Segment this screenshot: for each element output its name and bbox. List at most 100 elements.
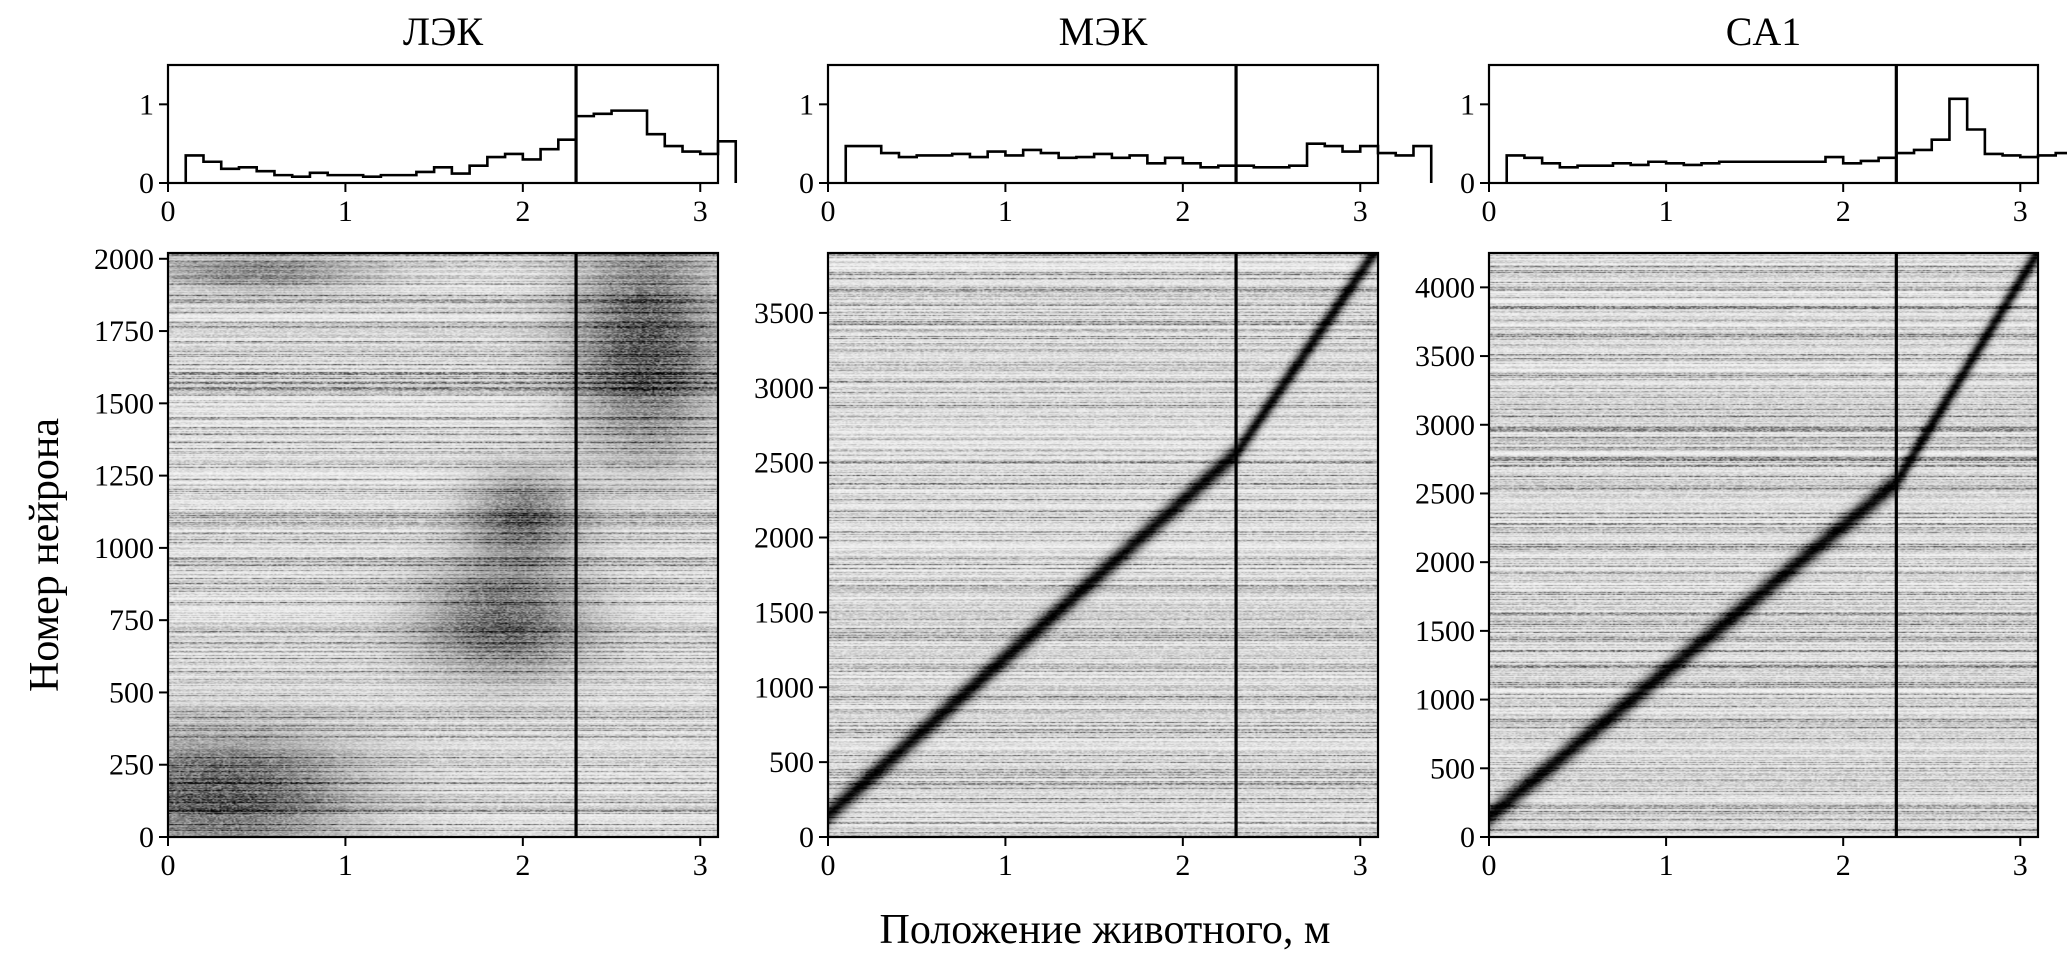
hist-bin-3-13	[1737, 162, 1755, 183]
hist-3-xtick-label-2: 2	[1836, 195, 1851, 228]
hist-bin-3-3	[1560, 167, 1578, 183]
heatmap-2-xtick-label-3: 3	[1353, 849, 1368, 882]
hist-bin-2-28	[1343, 152, 1361, 183]
hist-bin-1-16	[470, 166, 488, 183]
panel-title-2: МЭК	[1059, 9, 1148, 54]
hist-bin-2-19	[1183, 163, 1201, 183]
heatmap-3-ytick-label-2: 1000	[1415, 684, 1475, 717]
heatmap-2-ytick-label-1: 500	[769, 746, 814, 779]
heatmap-2-ytick-label-3: 1500	[754, 596, 814, 629]
hist-bin-1-0	[186, 155, 204, 183]
heatmap-3-ytick-label-6: 3000	[1415, 409, 1475, 442]
hist-bin-3-21	[1879, 158, 1897, 183]
hist-2-xtick-label-1: 1	[998, 195, 1013, 228]
hist-bin-2-14	[1094, 154, 1112, 183]
hist-bin-3-19	[1843, 163, 1861, 183]
histogram-outline-3	[1505, 97, 2067, 183]
hist-bin-2-24	[1272, 167, 1290, 183]
panels: ЛЭК 0 1 2 3 0 1 МЭК 0 1 2 3 0 1 CA1 0 1 2 3 0 1 0 1 2 3 0 250 500 75…	[94, 9, 2067, 882]
hist-bin-1-20	[541, 149, 559, 183]
hist-bin-2-29	[1360, 146, 1378, 183]
hist-bin-3-14	[1755, 162, 1773, 183]
hist-bin-3-16	[1790, 162, 1808, 183]
hist-bin-2-4	[917, 155, 935, 183]
hist-bin-1-2	[221, 169, 239, 183]
hist-2-ytick-label-0: 0	[799, 167, 814, 200]
hist-bin-3-6	[1613, 163, 1631, 183]
hist-bin-2-15	[1112, 158, 1130, 183]
heatmap-raster-2	[828, 253, 1378, 837]
shared-x-axis-label: Положение животного, м	[880, 907, 1331, 953]
hist-bin-3-11	[1702, 163, 1720, 183]
hist-bin-3-5	[1595, 166, 1613, 183]
hist-bin-1-11	[381, 175, 399, 183]
hist-bin-2-18	[1165, 158, 1183, 183]
hist-bin-1-7	[310, 173, 328, 183]
hist-bin-1-1	[203, 162, 221, 183]
hist-bin-2-7	[970, 157, 988, 183]
hist-bin-2-17	[1147, 163, 1165, 183]
heatmap-1-ytick-label-2: 500	[109, 676, 154, 709]
hist-bin-2-5	[934, 155, 952, 183]
hist-bin-1-3	[239, 167, 257, 183]
heatmap-2-ytick-label-0: 0	[799, 821, 814, 854]
hist-bin-2-27	[1325, 146, 1343, 183]
hist-bin-1-19	[523, 159, 541, 183]
hist-1-ytick-label-0: 0	[139, 167, 154, 200]
hist-bin-3-7	[1631, 165, 1649, 183]
hist-bin-1-30	[718, 141, 736, 183]
histogram-panel-2: МЭК 0 1 2 3 0 1	[799, 9, 1433, 228]
heatmap-1-ytick-label-0: 0	[139, 821, 154, 854]
panel-title-3: CA1	[1726, 9, 1802, 54]
hist-2-xtick-label-0: 0	[821, 195, 836, 228]
hist-bin-3-9	[1666, 163, 1684, 183]
hist-bin-2-31	[1396, 155, 1414, 183]
heatmap-panel-2: 0 1 2 3 0 500 1000 1500 2000 2500 3000 3500	[754, 251, 1380, 882]
heatmap-frame-3	[1487, 251, 2040, 839]
heatmap-frame-2	[826, 251, 1380, 839]
hist-bin-3-18	[1825, 157, 1843, 183]
hist-bin-1-14	[434, 167, 452, 183]
heatmap-1-xtick-label-3: 3	[693, 849, 708, 882]
heatmap-1-ytick-label-3: 750	[109, 604, 154, 637]
heatmap-2-ytick-label-7: 3500	[754, 297, 814, 330]
hist-bin-1-22	[576, 116, 594, 183]
hist-bin-2-16	[1130, 155, 1148, 183]
histogram-outline-1	[184, 109, 738, 183]
hist-bin-3-28	[2003, 155, 2021, 183]
hist-bin-2-9	[1005, 155, 1023, 183]
heatmap-3-xtick-label-2: 2	[1836, 849, 1851, 882]
hist-bin-2-25	[1289, 166, 1307, 183]
hist-1-xtick-label-0: 0	[161, 195, 176, 228]
heatmap-1-xtick-label-1: 1	[338, 849, 353, 882]
hist-frame-3	[1487, 63, 2040, 185]
heatmap-2-xtick-label-0: 0	[821, 849, 836, 882]
hist-bin-2-30	[1378, 153, 1396, 183]
hist-bin-1-15	[452, 174, 470, 183]
hist-bin-3-1	[1524, 158, 1542, 183]
hist-bin-2-32	[1413, 146, 1431, 183]
hist-bin-2-12	[1059, 158, 1077, 183]
heatmap-2-ytick-label-2: 1000	[754, 671, 814, 704]
hist-bin-2-2	[881, 153, 899, 183]
hist-bin-3-2	[1542, 163, 1560, 183]
heatmap-3-ytick-label-3: 1500	[1415, 615, 1475, 648]
heatmap-2-xtick-label-1: 1	[998, 849, 1013, 882]
hist-bin-1-13	[416, 172, 434, 183]
panel-title-1: ЛЭК	[403, 9, 484, 54]
heatmap-1-ytick-label-1: 250	[109, 749, 154, 782]
heatmap-panel-3: 0 1 2 3 0 500 1000 1500 2000 2500 3000 3500 4000	[1415, 251, 2040, 882]
heatmap-3-ytick-label-4: 2000	[1415, 546, 1475, 579]
heatmap-1-xtick-label-2: 2	[515, 849, 530, 882]
hist-1-xtick-label-1: 1	[338, 195, 353, 228]
heatmap-3-xtick-label-0: 0	[1482, 849, 1497, 882]
heatmap-2-ytick-label-5: 2500	[754, 447, 814, 480]
hist-3-ytick-label-1: 1	[1460, 88, 1475, 121]
hist-1-ytick-label-1: 1	[139, 88, 154, 121]
heatmap-3-ytick-label-1: 500	[1430, 752, 1475, 785]
hist-frame-2	[826, 63, 1380, 185]
hist-bin-1-21	[558, 140, 576, 183]
hist-bin-2-26	[1307, 144, 1325, 183]
heatmap-1-ytick-label-8: 2000	[94, 243, 154, 276]
